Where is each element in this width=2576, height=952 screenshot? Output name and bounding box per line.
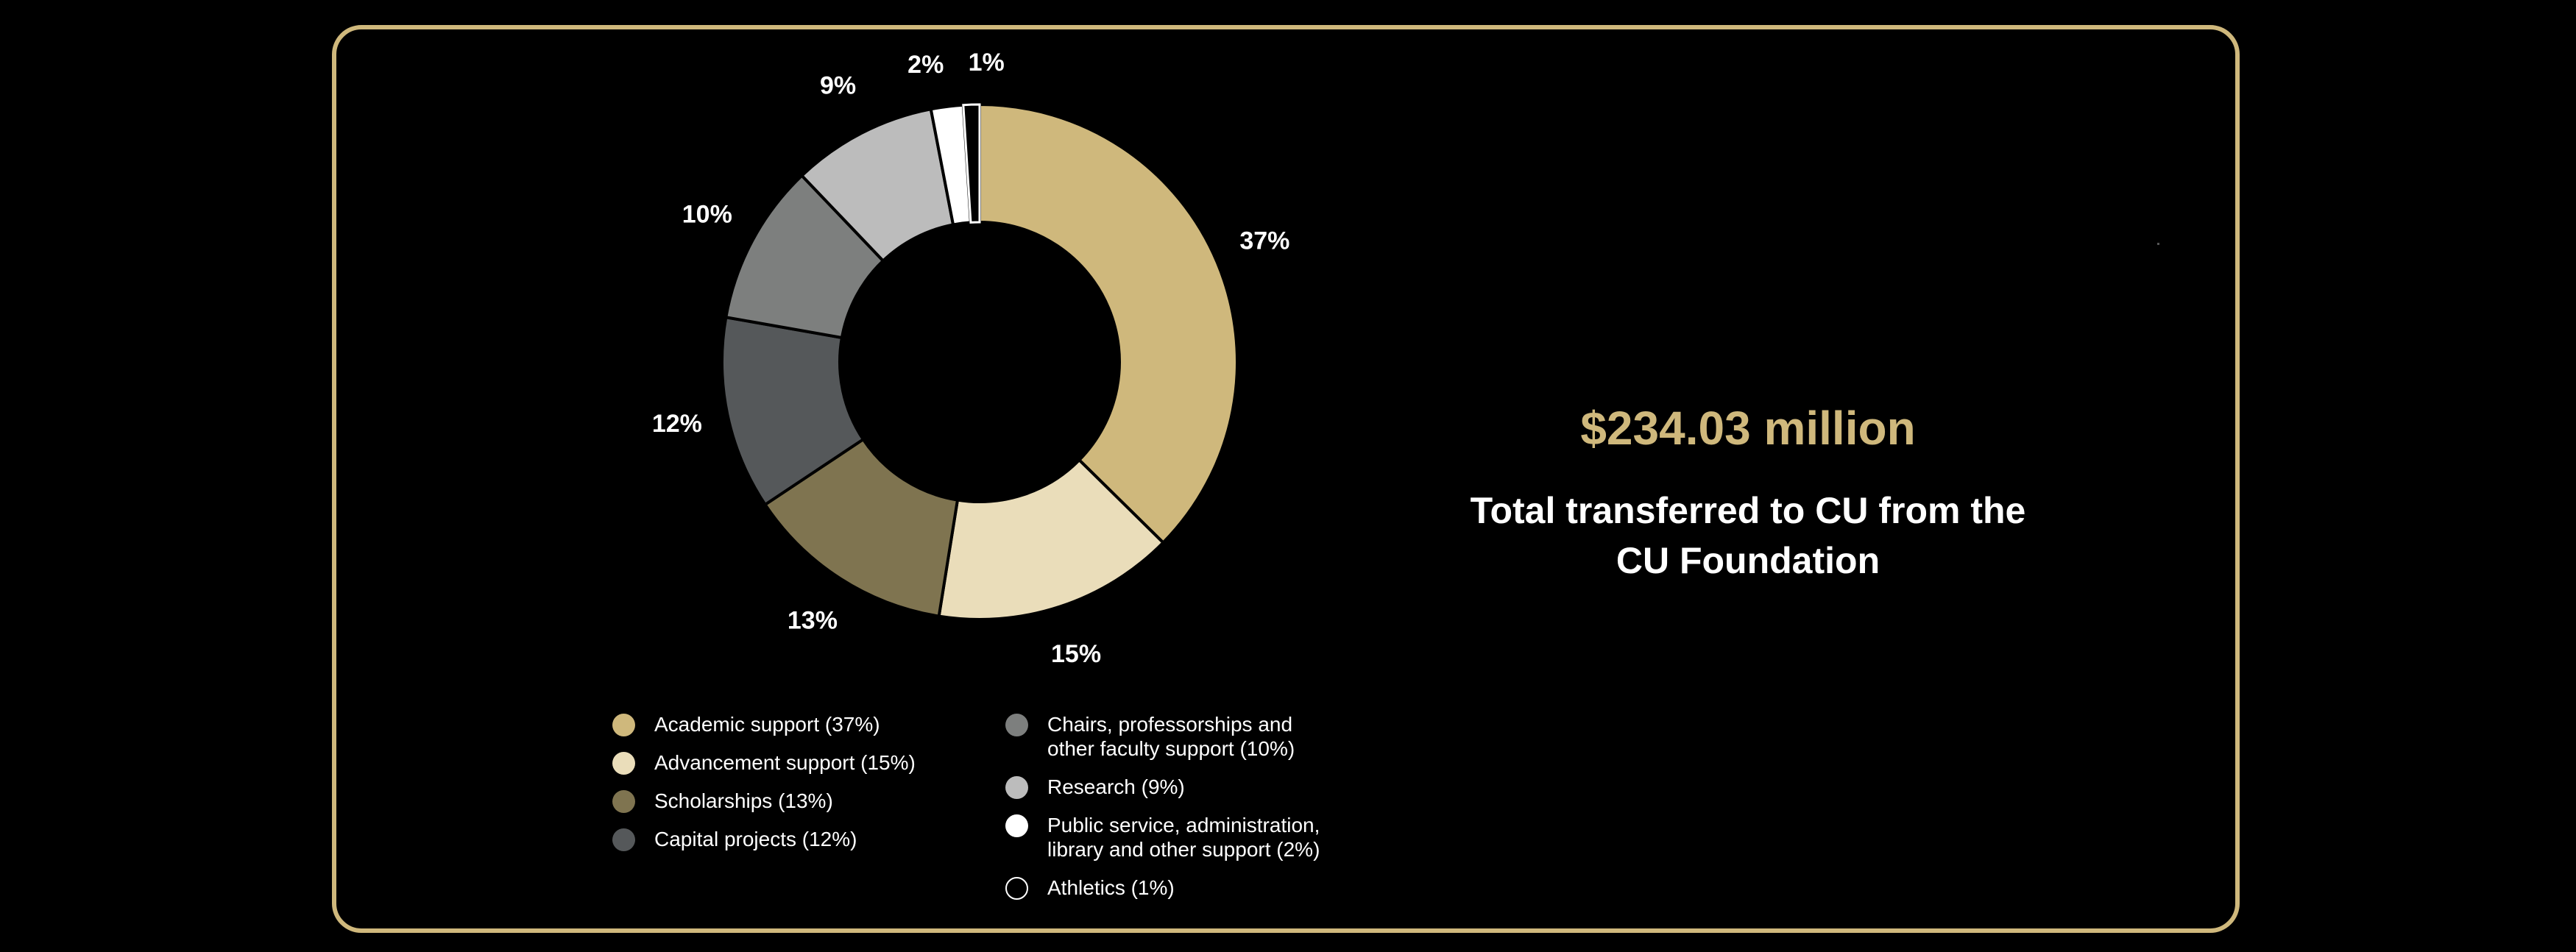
legend-item-advancement-support: Advancement support (15%) <box>612 750 995 775</box>
legend-label-research: Research (9%) <box>1047 775 1185 798</box>
legend-label-chairs-professorships-and-other-faculty-support: Chairs, professorships and other faculty… <box>1047 713 1295 760</box>
slice-scholarships <box>762 437 960 618</box>
donut-slices <box>721 102 1239 621</box>
legend-item-research: Research (9%) <box>1005 775 1373 799</box>
legend-swatch-public-service-administration-library-and-other-support <box>1005 814 1028 837</box>
slice-capital-projects <box>721 315 866 507</box>
legend-swatch-scholarships <box>612 790 635 813</box>
slice-advancement-support <box>937 458 1166 621</box>
legend-item-scholarships: Scholarships (13%) <box>612 789 995 813</box>
slice-label-academic-support: 37% <box>1239 227 1289 255</box>
legend-swatch-research <box>1005 776 1028 799</box>
slice-label-public-service-administration-library-and-other-support: 2% <box>907 51 944 79</box>
legend-column-1: Academic support (37%) Advancement suppor… <box>612 712 995 865</box>
slice-athletics <box>962 103 981 224</box>
legend-swatch-capital-projects <box>612 828 635 851</box>
legend-column-2: Chairs, professorships and other faculty… <box>1005 712 1373 914</box>
slice-academic-support <box>978 102 1239 545</box>
slice-label-advancement-support: 15% <box>1051 640 1101 668</box>
legend-label-scholarships: Scholarships (13%) <box>654 789 833 812</box>
legend-item-capital-projects: Capital projects (12%) <box>612 827 995 851</box>
legend-swatch-athletics <box>1005 877 1028 900</box>
total-description: Total transferred to CU from the CU Foun… <box>1384 486 2112 586</box>
legend-label-public-service-administration-library-and-other-support: Public service, administration, library … <box>1047 814 1320 861</box>
donut-slice-labels: 37% 15% 13% 12% 10% 9% 2% 1% <box>652 49 1290 668</box>
slice-label-chairs-professorships-and-other-faculty-support: 10% <box>682 201 732 229</box>
legend-item-public-service-administration-library-and-other-support: Public service, administration, library … <box>1005 813 1373 862</box>
chart-card <box>332 25 2240 933</box>
slice-label-capital-projects: 12% <box>652 410 702 438</box>
legend-label-capital-projects: Capital projects (12%) <box>654 828 857 850</box>
legend-item-athletics: Athletics (1%) <box>1005 875 1373 900</box>
total-description-line-2: CU Foundation <box>1616 540 1880 581</box>
legend-label-academic-support: Academic support (37%) <box>654 713 880 736</box>
legend-swatch-academic-support <box>612 714 635 736</box>
slice-label-research: 9% <box>820 72 856 100</box>
legend-item-chairs-professorships-and-other-faculty-support: Chairs, professorships and other faculty… <box>1005 712 1373 761</box>
legend-item-academic-support: Academic support (37%) <box>612 712 995 736</box>
legend-swatch-advancement-support <box>612 752 635 775</box>
legend-label-athletics: Athletics (1%) <box>1047 876 1175 899</box>
chart-legend: Academic support (37%) Advancement suppor… <box>612 712 1348 911</box>
slice-label-athletics: 1% <box>969 49 1005 77</box>
stray-dot <box>2157 243 2159 245</box>
legend-swatch-chairs-professorships-and-other-faculty-support <box>1005 714 1028 736</box>
slice-label-scholarships: 13% <box>788 606 838 634</box>
legend-label-advancement-support: Advancement support (15%) <box>654 751 916 774</box>
total-description-line-1: Total transferred to CU from the <box>1470 490 2026 531</box>
total-amount: $234.03 million <box>1580 402 1916 455</box>
